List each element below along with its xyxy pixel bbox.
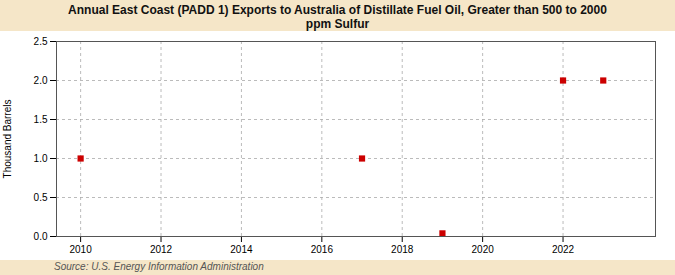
svg-text:2014: 2014 xyxy=(230,244,253,255)
svg-text:Thousand Barrels: Thousand Barrels xyxy=(2,100,13,179)
svg-text:1.5: 1.5 xyxy=(34,114,48,125)
svg-text:2.0: 2.0 xyxy=(34,75,48,86)
svg-text:0.0: 0.0 xyxy=(34,231,48,242)
svg-text:2020: 2020 xyxy=(472,244,495,255)
svg-text:0.5: 0.5 xyxy=(34,192,48,203)
svg-text:2.5: 2.5 xyxy=(34,36,48,47)
svg-text:2022: 2022 xyxy=(552,244,575,255)
svg-text:2010: 2010 xyxy=(69,244,92,255)
html-text:Annual East Coast (PADD 1) Exp: Annual East Coast (PADD 1) Exports to Au… xyxy=(68,3,607,31)
html-text:Source: U.S. Energy Informatio: Source: U.S. Energy Information Administ… xyxy=(54,261,264,272)
svg-text:2018: 2018 xyxy=(391,244,414,255)
svg-text:2016: 2016 xyxy=(311,244,334,255)
svg-text:1.0: 1.0 xyxy=(34,153,48,164)
svg-text:2012: 2012 xyxy=(150,244,173,255)
